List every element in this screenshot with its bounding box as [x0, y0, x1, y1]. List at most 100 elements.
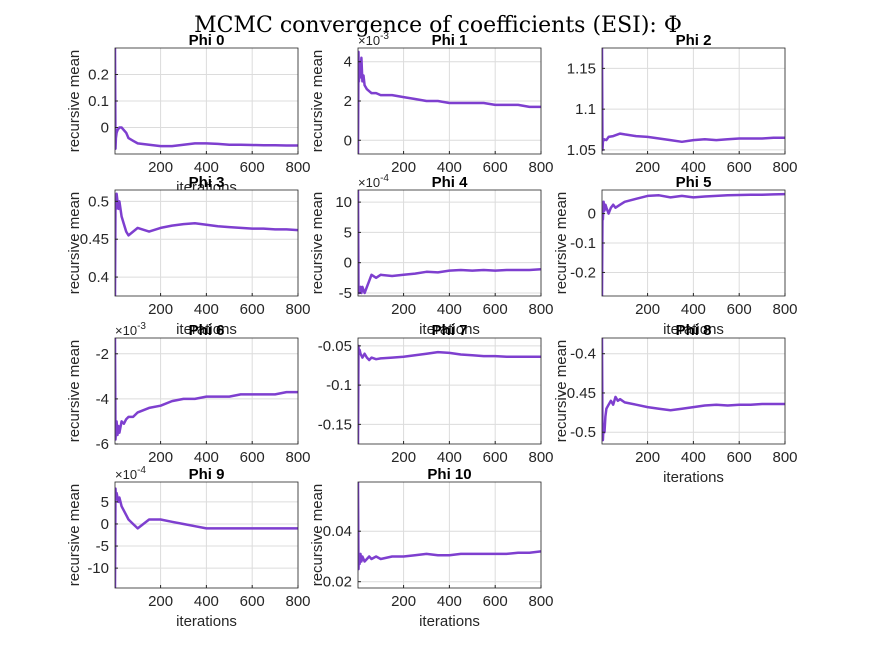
x-tick-label: 600	[483, 301, 508, 318]
x-tick-label: 600	[483, 449, 508, 466]
subplot-phi-6: 200 400 600 800 -6 -4 -2 ×10-3 Phi 6 recursive me…	[66, 321, 311, 466]
x-tick-label: 600	[727, 301, 752, 318]
y-tick-label: 0.02	[323, 574, 352, 591]
y-tick-label: 0	[101, 120, 109, 137]
x-tick-label: 400	[437, 301, 462, 318]
x-tick-label: 200	[391, 301, 416, 318]
x-tick-label: 400	[437, 593, 462, 610]
series-line	[115, 192, 298, 296]
x-tick-label: 200	[148, 593, 173, 610]
subplot-phi-5: 200 400 600 800 -0.2 -0.1 0 Phi 5 iterations recu…	[553, 174, 798, 338]
y-tick-label: -5	[339, 285, 352, 302]
x-tick-label: 600	[240, 301, 265, 318]
y-axis-label: recursive mean	[309, 484, 326, 587]
y-tick-label: 0.45	[80, 231, 109, 248]
subplot-phi-9: 200 400 600 800 -10 -5 0 5 ×10-4 Phi 9 iterations r…	[66, 465, 311, 630]
series-line	[602, 338, 785, 442]
series-line	[358, 482, 541, 571]
y-axis-label: recursive mean	[553, 192, 570, 295]
subplot-title: Phi 0	[189, 32, 225, 49]
x-tick-label: 800	[285, 593, 310, 610]
x-tick-label: 200	[148, 301, 173, 318]
x-tick-label: 800	[528, 301, 553, 318]
x-axis-label: iterations	[176, 321, 237, 338]
x-tick-label: 400	[681, 301, 706, 318]
x-axis-label: iterations	[419, 613, 480, 630]
x-tick-label: 400	[194, 301, 219, 318]
x-tick-label: 800	[285, 159, 310, 176]
subplot-title: Phi 8	[676, 322, 712, 339]
subplot-title: Phi 2	[676, 32, 712, 49]
y-tick-label: -0.1	[326, 377, 352, 394]
y-tick-label: -0.15	[318, 416, 352, 433]
y-axis-label: recursive mean	[66, 192, 83, 295]
x-tick-label: 400	[437, 159, 462, 176]
x-tick-label: 600	[240, 449, 265, 466]
subplot-phi-7: 200 400 600 800 -0.15 -0.1 -0.05 Phi 7	[318, 322, 554, 466]
x-tick-label: 800	[528, 593, 553, 610]
subplot-phi-2: 200 400 600 800 1.05 1.1 1.15 Phi 2	[567, 32, 798, 176]
y-axis-label: recursive mean	[309, 50, 326, 153]
x-tick-label: 400	[437, 449, 462, 466]
subplot-phi-4: 200 400 600 800 -5 0 5 10 ×10-4 Phi 4 iterations re…	[309, 173, 554, 338]
series-line	[115, 487, 298, 588]
series-line	[602, 48, 785, 152]
x-tick-label: 200	[635, 301, 660, 318]
series-line	[358, 344, 541, 444]
y-tick-label: 1.1	[575, 101, 596, 118]
x-axis-label: iterations	[663, 469, 724, 486]
y-tick-label: -2	[96, 346, 109, 363]
y-tick-label: 4	[344, 54, 352, 71]
series-line	[115, 48, 298, 150]
y-tick-label: -6	[96, 436, 109, 453]
subplot-phi-10: 200 400 600 800 0.02 0.04 Phi 10 iterations recu…	[309, 466, 554, 630]
y-exponent-label: ×10-3	[115, 321, 146, 338]
y-tick-label: 0.1	[88, 93, 109, 110]
x-tick-label: 600	[483, 159, 508, 176]
series-line	[358, 190, 541, 295]
y-tick-label: -10	[87, 560, 109, 577]
subplot-title: Phi 10	[427, 466, 471, 483]
subplot-phi-1: 200 400 600 800 0 2 4 ×10-3 Phi 1 recursive mean	[309, 31, 554, 176]
y-exponent-label: ×10-3	[358, 31, 389, 48]
subplot-title: Phi 7	[432, 322, 468, 339]
x-tick-label: 800	[772, 449, 797, 466]
x-tick-label: 400	[194, 593, 219, 610]
y-tick-label: 2	[344, 93, 352, 110]
figure-title: MCMC convergence of coefficients (ESI): …	[194, 13, 682, 38]
y-tick-label: -0.4	[570, 346, 596, 363]
x-tick-label: 400	[194, 159, 219, 176]
x-tick-label: 400	[194, 449, 219, 466]
y-tick-label: 0.4	[88, 269, 109, 286]
x-tick-label: 200	[148, 159, 173, 176]
x-axis-label: iterations	[663, 321, 724, 338]
y-tick-label: -0.5	[570, 424, 596, 441]
x-tick-label: 600	[240, 159, 265, 176]
series-line	[358, 50, 541, 154]
x-tick-label: 800	[528, 159, 553, 176]
subplot-title: Phi 3	[189, 174, 225, 191]
x-tick-label: 200	[148, 449, 173, 466]
y-exponent-label: ×10-4	[358, 173, 389, 190]
series-line	[602, 192, 785, 296]
y-tick-label: 0	[588, 206, 596, 223]
subplot-title: Phi 5	[676, 174, 712, 191]
x-tick-label: 200	[391, 593, 416, 610]
x-tick-label: 400	[681, 159, 706, 176]
x-tick-label: 800	[285, 449, 310, 466]
x-tick-label: 600	[727, 449, 752, 466]
x-tick-label: 600	[727, 159, 752, 176]
y-axis-label: recursive mean	[309, 192, 326, 295]
y-tick-label: 0	[101, 516, 109, 533]
subplot-title: Phi 4	[432, 174, 469, 191]
y-axis-label: recursive mean	[553, 340, 570, 443]
y-tick-label: 1.05	[567, 142, 596, 159]
x-axis-label: iterations	[419, 321, 480, 338]
x-tick-label: 600	[483, 593, 508, 610]
y-tick-label: -0.05	[318, 338, 352, 355]
x-tick-label: 200	[635, 449, 660, 466]
y-tick-label: -4	[96, 391, 109, 408]
x-tick-label: 800	[528, 449, 553, 466]
